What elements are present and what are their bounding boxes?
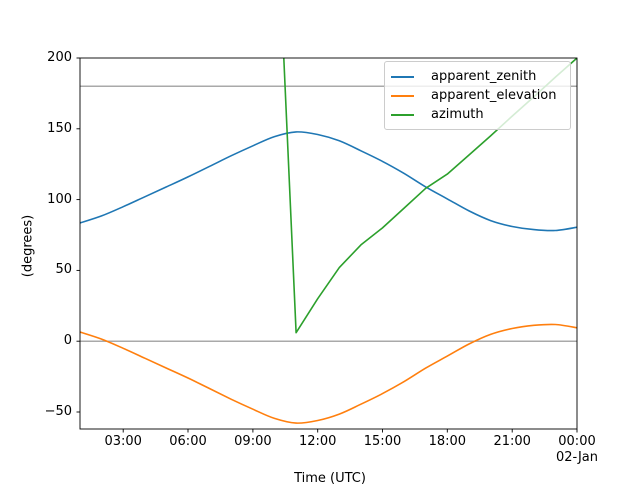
x-tick-1500: 15:00 [363,434,402,449]
legend-line-swatch-blue [391,75,414,78]
y-tick-neg50: −50 [44,404,72,419]
x-tick-2100: 21:00 [493,434,531,449]
x-tick-0300: 03:00 [104,434,142,449]
legend-label: apparent_zenith [431,69,537,84]
x-tick-0900: 09:00 [234,434,272,449]
y-tick-150: 150 [47,120,72,136]
y-tick-100: 100 [47,191,72,207]
legend-entry-apparent-elevation: apparent_elevation [391,86,566,105]
legend-entry-azimuth: azimuth [391,105,566,124]
legend: apparent_zenith apparent_elevation azimu… [384,61,571,130]
legend-label: azimuth [431,107,484,122]
legend-label: apparent_elevation [431,88,557,103]
legend-entry-apparent-zenith: apparent_zenith [391,67,566,86]
x-axis-date-label: 02-Jan [556,450,598,465]
axes-spines [79,57,578,430]
apparent_elevation-line [80,323,577,424]
legend-line-swatch-orange [391,94,414,97]
y-tick-0: 0 [63,333,72,349]
y-tick-50: 50 [55,262,72,278]
legend-line-swatch-green [391,113,414,116]
x-tick-0600: 06:00 [169,434,207,449]
x-tick-1200: 12:00 [298,434,337,449]
x-tick-1800: 18:00 [428,434,467,449]
x-axis-label: Time (UTC) [294,471,366,486]
x-tick-0000: 00:00 [558,434,596,449]
apparent_zenith-line [80,131,577,232]
y-tick-200: 200 [47,50,72,65]
